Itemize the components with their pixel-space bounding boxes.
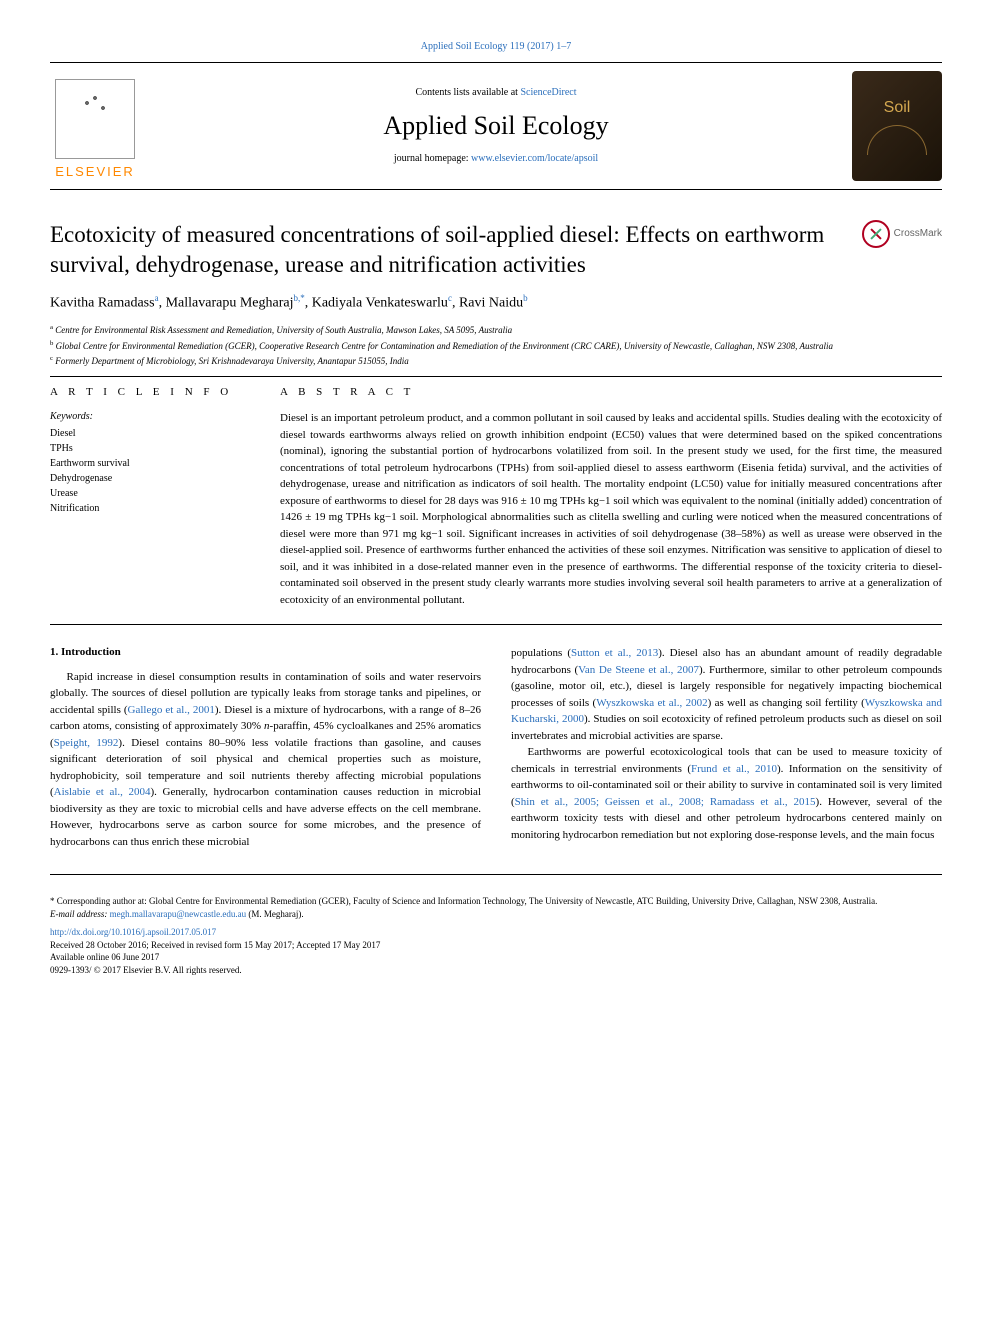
affiliation: b Global Centre for Environmental Remedi…	[50, 339, 942, 353]
citation-top: Applied Soil Ecology 119 (2017) 1–7	[50, 40, 942, 54]
email-link[interactable]: megh.mallavarapu@newcastle.edu.au	[110, 909, 246, 919]
journal-name: Applied Soil Ecology	[140, 108, 852, 144]
citation-link[interactable]: Applied Soil Ecology 119 (2017) 1–7	[421, 41, 571, 52]
received-line: Received 28 October 2016; Received in re…	[50, 939, 942, 952]
doi-link[interactable]: http://dx.doi.org/10.1016/j.apsoil.2017.…	[50, 926, 942, 939]
crossmark-badge[interactable]: CrossMark	[862, 220, 942, 248]
body-columns: 1. Introduction Rapid increase in diesel…	[50, 645, 942, 850]
abstract-text: Diesel is an important petroleum product…	[280, 410, 942, 608]
article-info-heading: A R T I C L E I N F O	[50, 385, 250, 400]
homepage-link[interactable]: www.elsevier.com/locate/apsoil	[471, 153, 598, 164]
abstract-heading: A B S T R A C T	[280, 385, 942, 400]
affiliation: c Formerly Department of Microbiology, S…	[50, 354, 942, 368]
journal-header: ELSEVIER Contents lists available at Sci…	[50, 62, 942, 190]
journal-cover-icon: Soil	[852, 71, 942, 181]
homepage-line: journal homepage: www.elsevier.com/locat…	[140, 152, 852, 166]
elsevier-tree-icon	[55, 79, 135, 159]
elsevier-logo: ELSEVIER	[50, 71, 140, 181]
keyword: Diesel	[50, 426, 250, 441]
contents-line: Contents lists available at ScienceDirec…	[140, 86, 852, 100]
keyword: Earthworm survival	[50, 456, 250, 471]
available-line: Available online 06 June 2017	[50, 951, 942, 964]
sciencedirect-link[interactable]: ScienceDirect	[520, 87, 576, 98]
affiliations: a Centre for Environmental Risk Assessme…	[50, 323, 942, 368]
crossmark-icon	[862, 220, 890, 248]
elsevier-label: ELSEVIER	[55, 163, 135, 181]
affiliation: a Centre for Environmental Risk Assessme…	[50, 323, 942, 337]
corresponding-author: * Corresponding author at: Global Centre…	[50, 895, 942, 908]
email-line: E-mail address: megh.mallavarapu@newcast…	[50, 908, 942, 921]
authors: Kavitha Ramadassa, Mallavarapu Megharajb…	[50, 292, 942, 313]
abstract: A B S T R A C T Diesel is an important p…	[280, 385, 942, 608]
keyword: Urease	[50, 486, 250, 501]
footer: * Corresponding author at: Global Centre…	[50, 895, 942, 977]
copyright-line: 0929-1393/ © 2017 Elsevier B.V. All righ…	[50, 964, 942, 977]
body-col-right: populations (Sutton et al., 2013). Diese…	[511, 645, 942, 843]
keyword: Dehydrogenase	[50, 471, 250, 486]
article-info: A R T I C L E I N F O Keywords: DieselTP…	[50, 385, 250, 608]
body-col-left: Rapid increase in diesel consumption res…	[50, 669, 481, 851]
section-1-heading: 1. Introduction	[50, 645, 481, 660]
keywords-label: Keywords:	[50, 410, 250, 424]
article-title: Ecotoxicity of measured concentrations o…	[50, 220, 842, 280]
keyword: Nitrification	[50, 501, 250, 516]
keyword: TPHs	[50, 441, 250, 456]
